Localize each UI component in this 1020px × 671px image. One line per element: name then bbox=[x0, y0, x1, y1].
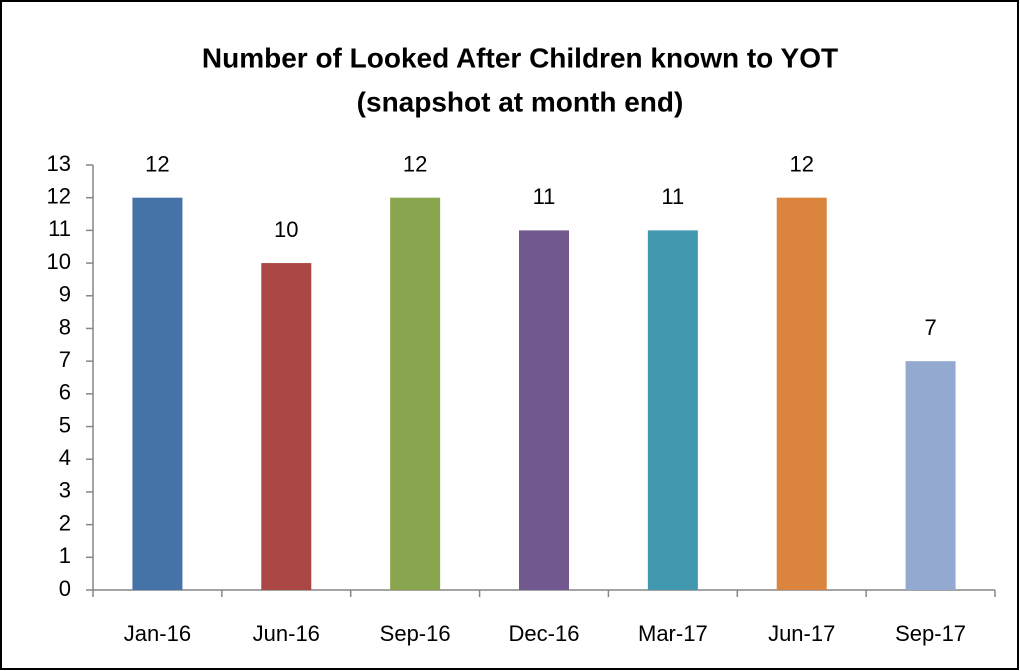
y-tick-label: 4 bbox=[59, 445, 71, 470]
y-tick-label: 7 bbox=[59, 347, 71, 372]
y-tick-label: 8 bbox=[59, 314, 71, 339]
y-tick-label: 6 bbox=[59, 380, 71, 405]
data-label: 12 bbox=[403, 152, 427, 177]
x-tick-label: Sep-16 bbox=[380, 621, 451, 646]
y-tick-label: 0 bbox=[59, 576, 71, 601]
chart-title: (snapshot at month end) bbox=[357, 86, 684, 117]
chart-title: Number of Looked After Children known to… bbox=[202, 42, 838, 73]
data-label: 12 bbox=[145, 152, 169, 177]
x-tick-label: Jun-16 bbox=[253, 621, 320, 646]
data-label: 7 bbox=[924, 315, 936, 340]
bar bbox=[261, 263, 312, 590]
bar bbox=[519, 230, 569, 590]
bar bbox=[390, 197, 441, 590]
y-tick-label: 3 bbox=[59, 478, 71, 503]
data-label: 11 bbox=[661, 184, 684, 209]
x-tick-label: Mar-17 bbox=[638, 621, 708, 646]
data-label: 10 bbox=[274, 217, 298, 242]
y-tick-label: 9 bbox=[59, 282, 71, 307]
y-tick-label: 10 bbox=[47, 249, 71, 274]
bar bbox=[647, 230, 698, 590]
bar bbox=[776, 197, 827, 590]
x-tick-label: Dec-16 bbox=[509, 621, 580, 646]
y-tick-label: 2 bbox=[59, 510, 71, 535]
x-tick-label: Sep-17 bbox=[895, 621, 966, 646]
y-tick-label: 13 bbox=[47, 151, 71, 176]
data-label: 12 bbox=[789, 152, 813, 177]
data-label: 11 bbox=[533, 184, 556, 209]
bar bbox=[132, 197, 183, 590]
x-tick-label: Jun-17 bbox=[768, 621, 835, 646]
x-tick-label: Jan-16 bbox=[124, 621, 191, 646]
bar bbox=[905, 361, 956, 590]
y-tick-label: 11 bbox=[48, 216, 71, 241]
y-tick-label: 5 bbox=[59, 412, 71, 437]
y-tick-label: 12 bbox=[47, 184, 71, 209]
y-tick-label: 1 bbox=[59, 543, 71, 568]
